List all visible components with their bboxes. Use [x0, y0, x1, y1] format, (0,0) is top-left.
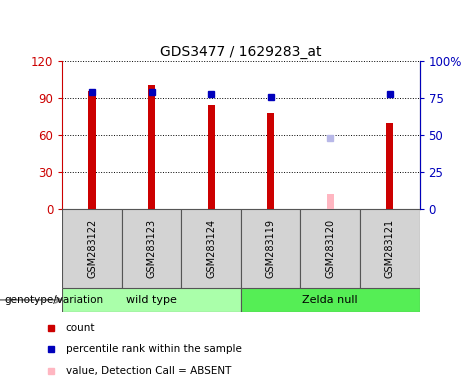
Text: GSM283121: GSM283121: [385, 219, 395, 278]
Bar: [62, 288, 241, 312]
Bar: [62, 209, 122, 288]
Bar: [148, 85, 155, 209]
Bar: [207, 104, 215, 209]
Bar: [241, 288, 420, 312]
Text: GSM283123: GSM283123: [147, 219, 157, 278]
Bar: [267, 113, 274, 209]
Text: GSM283122: GSM283122: [87, 219, 97, 278]
Bar: [386, 123, 393, 209]
Bar: [360, 209, 420, 288]
Title: GDS3477 / 1629283_at: GDS3477 / 1629283_at: [160, 45, 322, 59]
Text: GSM283124: GSM283124: [206, 219, 216, 278]
Text: Zelda null: Zelda null: [302, 295, 358, 305]
Bar: [122, 209, 181, 288]
Bar: [181, 209, 241, 288]
Bar: [326, 195, 334, 209]
Bar: [241, 209, 301, 288]
Text: percentile rank within the sample: percentile rank within the sample: [66, 344, 242, 354]
Text: wild type: wild type: [126, 295, 177, 305]
Bar: [89, 91, 95, 209]
Text: GSM283120: GSM283120: [325, 219, 335, 278]
Text: value, Detection Call = ABSENT: value, Detection Call = ABSENT: [66, 366, 231, 376]
Bar: [301, 209, 360, 288]
Text: genotype/variation: genotype/variation: [5, 295, 104, 305]
Text: count: count: [66, 323, 95, 333]
Text: GSM283119: GSM283119: [266, 219, 276, 278]
